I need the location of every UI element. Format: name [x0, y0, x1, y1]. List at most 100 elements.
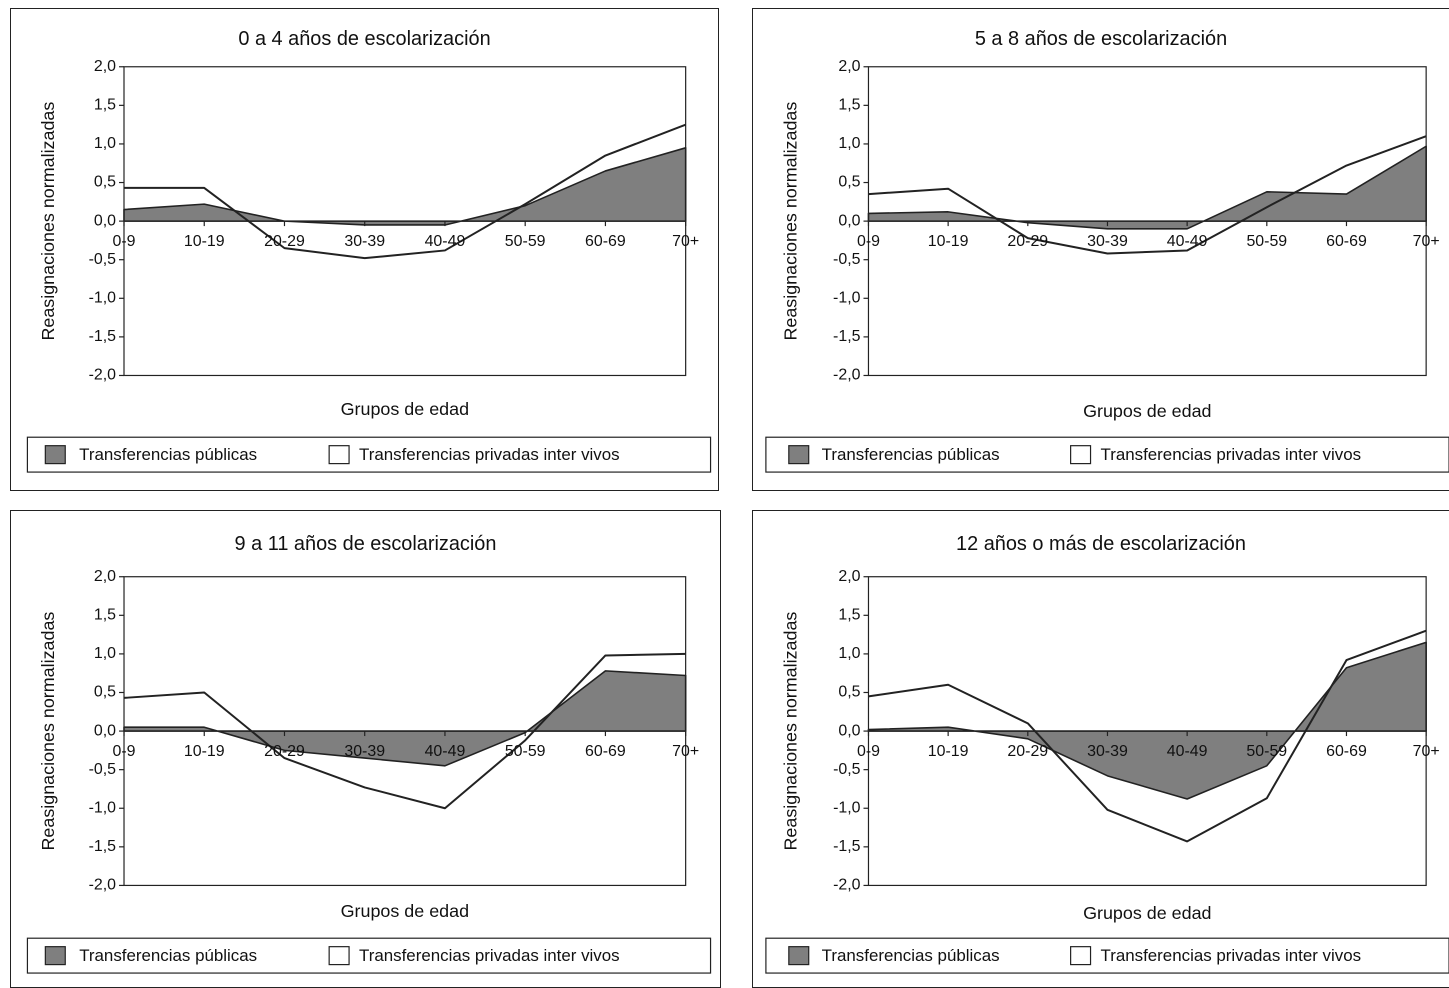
x-tick-label: 50-59 [505, 743, 546, 760]
y-tick-label: -1,0 [89, 799, 117, 816]
legend: Transferencias públicas Transferencias pr… [26, 937, 712, 974]
y-tick-label: 1,0 [94, 135, 116, 152]
legend-frame [765, 937, 1449, 974]
x-tick-label: 10-19 [928, 743, 969, 760]
y-tick-label: -1,0 [833, 799, 861, 816]
y-tick-label: 0,0 [94, 212, 116, 229]
x-tick-label: 60-69 [1326, 743, 1367, 760]
series-private-line [868, 135, 1427, 255]
y-tick-label: 0,5 [838, 174, 860, 191]
y-tick-label: 1,0 [838, 645, 860, 662]
x-tick-label: 20-29 [1007, 233, 1048, 250]
y-tick-label: -1,5 [833, 328, 861, 345]
chart-svg: 9 a 11 años de escolarización 2,0 1,5 1,0 0,… [26, 533, 712, 974]
legend-label: Transferencias privadas inter vivos [359, 946, 620, 965]
chart-title: 12 años o más de escolarización [956, 533, 1246, 555]
series-public-area [867, 641, 1427, 800]
y-tick-label: 1,5 [838, 607, 860, 624]
y-axis-label: Reasignaciones normalizadas [781, 102, 801, 341]
series-public-area [867, 145, 1427, 230]
chart-title: 0 a 4 años de escolarización [238, 28, 490, 50]
series-private-line [123, 123, 687, 260]
x-tick-label: 30-39 [344, 743, 385, 760]
x-tick-label: 30-39 [1087, 743, 1128, 760]
x-tick-label: 70+ [1413, 743, 1440, 760]
x-tick-label: 30-39 [344, 233, 385, 250]
series-private-line [123, 652, 686, 810]
legend-frame [765, 436, 1449, 473]
y-tick-label: 1,5 [94, 97, 116, 114]
legend-label: Transferencias públicas [79, 946, 257, 965]
y-tick-label: 0,5 [838, 684, 860, 701]
x-tick-label: 0-9 [113, 743, 136, 760]
legend-swatch [1070, 946, 1092, 966]
y-tick-label: -2,0 [89, 877, 117, 894]
legend-label: Transferencias públicas [822, 946, 1000, 965]
chart-svg: 0 a 4 años de escolarización 2,0 1,5 1,0 0,5… [26, 28, 712, 473]
x-axis-label: Grupos de edad [1083, 401, 1211, 421]
y-tick-label: 2,0 [94, 568, 116, 585]
y-tick-label: 2,0 [838, 58, 860, 75]
legend-swatch [44, 445, 66, 465]
chart-panel-12-plus-years: 12 años o más de escolarización 2,0 1,5 1,0… [752, 510, 1449, 988]
y-axis-label: Reasignaciones normalizadas [38, 102, 58, 341]
chart-panel-9-11-years: 9 a 11 años de escolarización 2,0 1,5 1,0 0,… [10, 510, 721, 988]
x-tick-label: 10-19 [184, 743, 225, 760]
x-tick-label: 20-29 [1007, 743, 1048, 760]
x-tick-label: 70+ [672, 743, 699, 760]
x-tick-label: 30-39 [1087, 233, 1128, 250]
legend-frame [26, 937, 712, 974]
y-tick-label: -0,5 [89, 761, 117, 778]
legend-swatch [788, 946, 810, 966]
legend: Transferencias públicas Transferencias pr… [765, 937, 1449, 974]
legend-swatch [788, 445, 810, 465]
legend-swatch [1070, 445, 1092, 465]
y-tick-label: 0,5 [94, 174, 116, 191]
x-tick-label: 10-19 [184, 233, 225, 250]
x-tick-label: 10-19 [928, 233, 969, 250]
chart-title: 9 a 11 años de escolarización [235, 533, 497, 555]
legend-label: Transferencias públicas [79, 445, 257, 464]
legend-label: Transferencias privadas inter vivos [1101, 946, 1362, 965]
y-tick-label: 0,0 [94, 722, 116, 739]
y-tick-label: 0,5 [94, 684, 116, 701]
y-tick-label: -0,5 [833, 761, 861, 778]
y-tick-label: 1,5 [94, 607, 116, 624]
y-tick-label: -0,5 [833, 251, 861, 268]
y-tick-label: -1,0 [89, 290, 117, 307]
x-tick-label: 40-49 [1167, 233, 1208, 250]
legend-swatch [44, 946, 66, 966]
legend: Transferencias públicas Transferencias pr… [26, 436, 712, 473]
y-tick-label: -1,5 [89, 328, 117, 345]
y-axis-label: Reasignaciones normalizadas [781, 612, 801, 851]
y-tick-label: -2,0 [833, 367, 861, 384]
legend-label: Transferencias públicas [822, 445, 1000, 464]
x-axis-label: Grupos de edad [341, 399, 469, 419]
y-axis-label: Reasignaciones normalizadas [38, 612, 58, 851]
legend-label: Transferencias privadas inter vivos [359, 445, 620, 464]
chart-panel-0-4-years: 0 a 4 años de escolarización 2,0 1,5 1,0 0,5… [10, 8, 719, 491]
x-tick-label: 0-9 [112, 233, 135, 250]
chart-panel-5-8-years: 5 a 8 años de escolarización 2,0 1,5 1,0 0,5… [752, 8, 1449, 491]
x-tick-label: 20-29 [264, 233, 305, 250]
legend: Transferencias públicas Transferencias pr… [765, 436, 1449, 473]
series-private-line [868, 629, 1427, 843]
y-tick-label: -2,0 [89, 367, 117, 384]
y-tick-label: -2,0 [833, 877, 861, 894]
y-tick-label: 0,0 [838, 722, 860, 739]
legend-label: Transferencias privadas inter vivos [1101, 445, 1362, 464]
x-tick-label: 0-9 [857, 233, 880, 250]
legend-swatch [328, 946, 350, 966]
y-tick-label: -1,5 [89, 838, 117, 855]
x-tick-label: 0-9 [857, 743, 880, 760]
x-tick-label: 50-59 [1246, 233, 1287, 250]
y-tick-label: 0,0 [838, 212, 860, 229]
chart-title: 5 a 8 años de escolarización [975, 28, 1227, 50]
chart-svg: 5 a 8 años de escolarización 2,0 1,5 1,0 0,5… [765, 28, 1449, 473]
chart-svg: 12 años o más de escolarización 2,0 1,5 1,0… [765, 533, 1449, 974]
y-tick-label: 2,0 [838, 568, 860, 585]
x-axis-label: Grupos de edad [341, 901, 469, 921]
x-tick-label: 40-49 [425, 233, 466, 250]
y-tick-label: 2,0 [94, 58, 116, 75]
legend-frame [26, 436, 712, 473]
